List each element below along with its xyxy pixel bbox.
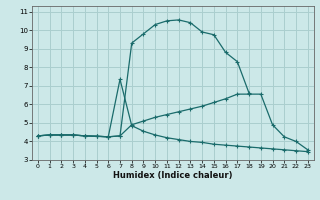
X-axis label: Humidex (Indice chaleur): Humidex (Indice chaleur) (113, 171, 233, 180)
